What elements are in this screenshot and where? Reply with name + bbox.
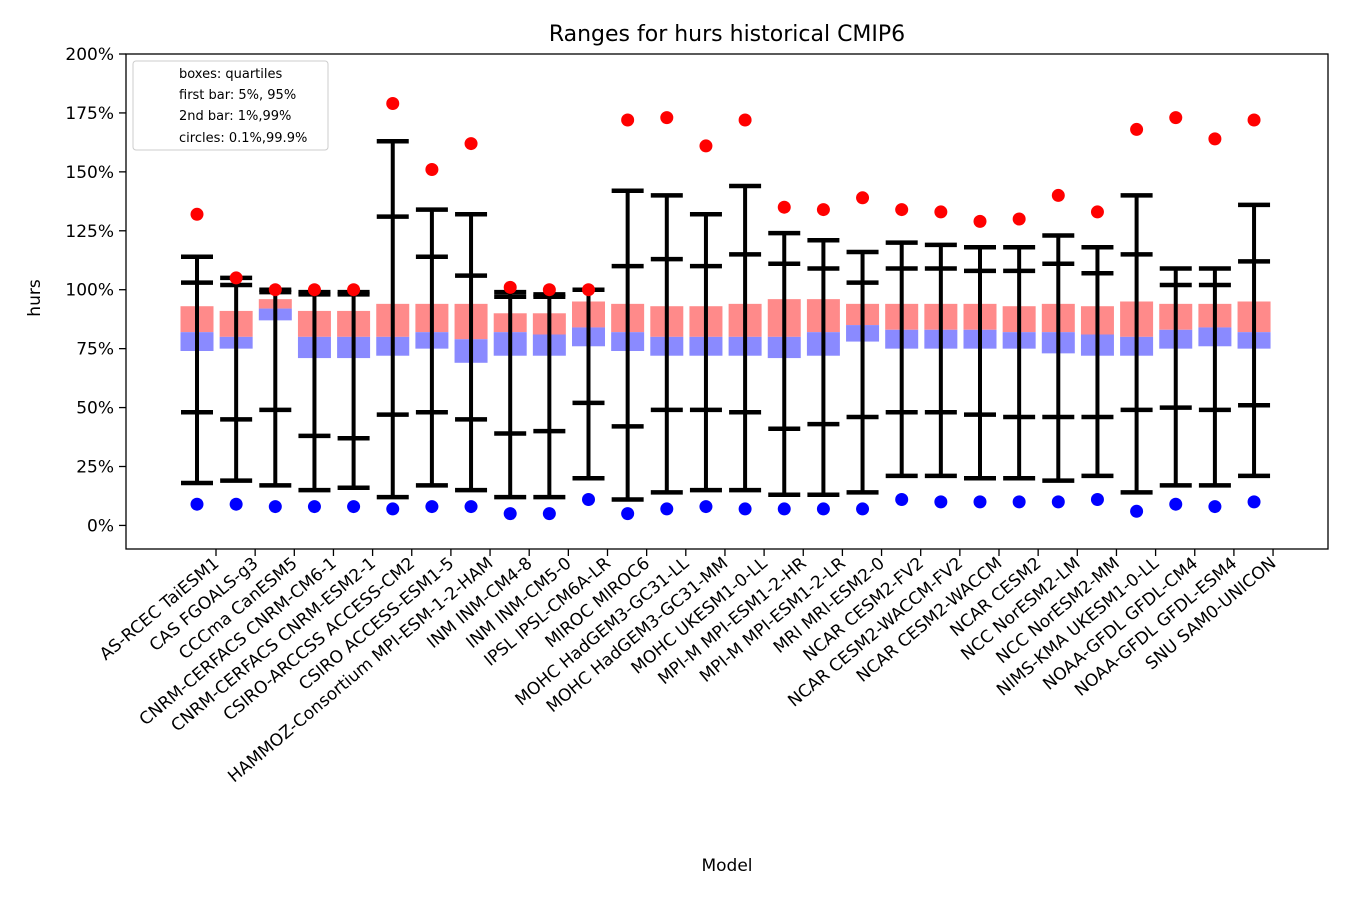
point-99-9 — [307, 283, 321, 297]
point-0-1 — [856, 502, 870, 516]
legend-entry-circles: circles: 0.1%,99.9% — [179, 131, 307, 146]
y-axis-label: hurs — [25, 279, 45, 317]
point-99-9 — [856, 191, 870, 205]
plot-frame — [125, 53, 1329, 550]
point-99-9 — [895, 203, 909, 217]
point-0-1 — [1208, 500, 1222, 514]
point-0-1 — [503, 507, 517, 521]
point-99-9 — [1012, 212, 1026, 226]
point-0-1 — [307, 500, 321, 514]
point-0-1 — [777, 502, 791, 516]
point-99-9 — [229, 271, 243, 285]
y-tick-label: 200% — [65, 45, 114, 65]
point-99-9 — [699, 139, 713, 153]
point-0-1 — [268, 500, 282, 514]
point-99-9 — [738, 113, 752, 127]
legend-entry-second-bar: 2nd bar: 1%,99% — [179, 109, 291, 124]
point-0-1 — [542, 507, 556, 521]
point-0-1 — [934, 495, 948, 509]
point-99-9 — [1090, 205, 1104, 219]
point-0-1 — [895, 493, 909, 506]
legend-entry-first-bar: first bar: 5%, 95% — [179, 88, 296, 103]
point-0-1 — [973, 495, 987, 509]
point-99-9 — [582, 283, 595, 297]
point-99-9 — [660, 111, 674, 125]
point-99-9 — [1130, 122, 1144, 136]
point-99-9 — [268, 283, 282, 297]
y-tick-label: 50% — [76, 399, 114, 419]
point-99-9 — [816, 203, 830, 217]
point-99-9 — [1247, 113, 1261, 127]
point-99-9 — [1169, 111, 1183, 125]
legend-box — [132, 60, 329, 151]
point-0-1 — [386, 502, 400, 516]
point-0-1 — [464, 500, 478, 514]
point-0-1 — [582, 493, 595, 506]
point-0-1 — [621, 507, 635, 521]
point-99-9 — [464, 137, 478, 151]
y-tick-label: 150% — [65, 163, 114, 183]
y-tick-label: 175% — [65, 104, 114, 124]
legend: boxes: quartiles first bar: 5%, 95% 2nd … — [132, 60, 329, 151]
point-99-9 — [1208, 132, 1222, 146]
plot-layer: 0%25%50%75%100%125%150%175%200%AS-RCEC T… — [65, 45, 1280, 787]
point-0-1 — [738, 502, 752, 516]
point-0-1 — [1169, 497, 1183, 511]
point-0-1 — [425, 500, 439, 514]
x-axis-label: Model — [701, 856, 752, 876]
point-0-1 — [1051, 495, 1065, 509]
point-0-1 — [229, 497, 243, 511]
point-99-9 — [503, 280, 517, 294]
chart-title: Ranges for hurs historical CMIP6 — [549, 22, 905, 47]
y-tick-label: 0% — [87, 516, 114, 536]
point-0-1 — [1130, 504, 1144, 518]
point-99-9 — [973, 214, 987, 228]
point-99-9 — [934, 205, 948, 219]
y-tick-label: 100% — [65, 281, 114, 301]
point-99-9 — [347, 283, 361, 297]
point-0-1 — [1247, 495, 1261, 509]
point-0-1 — [347, 500, 361, 514]
legend-entry-quartiles: boxes: quartiles — [179, 67, 283, 82]
point-99-9 — [190, 207, 204, 221]
y-tick-label: 75% — [76, 340, 114, 360]
point-99-9 — [621, 113, 635, 127]
point-99-9 — [425, 163, 439, 176]
point-0-1 — [660, 502, 674, 516]
point-99-9 — [1051, 188, 1065, 202]
y-tick-label: 125% — [65, 222, 114, 242]
point-0-1 — [1090, 493, 1104, 506]
point-0-1 — [816, 502, 830, 516]
point-0-1 — [190, 497, 204, 511]
point-99-9 — [386, 97, 400, 110]
y-tick-label: 25% — [76, 458, 114, 478]
point-99-9 — [777, 200, 791, 214]
point-0-1 — [1012, 495, 1026, 509]
point-0-1 — [699, 500, 713, 514]
point-99-9 — [542, 283, 556, 297]
